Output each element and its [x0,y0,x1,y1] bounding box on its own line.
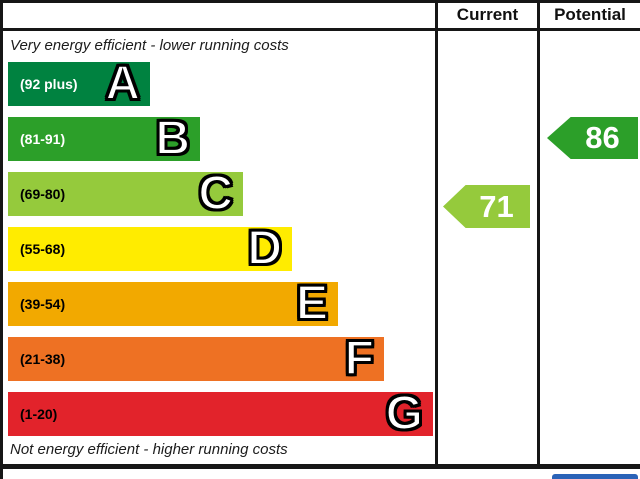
band-range-label: (69-80) [20,186,66,202]
band-letter: G [385,387,424,440]
band-row-c: (69-80) C [8,167,243,220]
table-border-bottom [0,464,640,469]
table-border-top [0,0,640,3]
potential-column-header: Potential [554,5,626,24]
potential-rating-arrow-icon: 86 [547,117,638,159]
current-rating-arrow-icon: 71 [443,185,530,228]
band-row-d: (55-68) D [8,222,292,275]
band-letter: A [104,57,141,110]
eu-directive-blue-box [552,474,638,479]
band-letter: D [246,222,283,275]
current-rating-value: 71 [479,188,514,224]
bottom-caption: Not energy efficient - higher running co… [10,441,288,458]
band-letter: B [154,112,191,165]
table-border-left [0,0,3,479]
band-letter: F [344,332,375,385]
band-range-label: (81-91) [20,131,66,147]
current-column-divider [435,0,438,464]
band-row-b: (81-91) B [8,112,200,165]
band-row-e: (39-54) E [8,277,338,330]
band-row-g: (1-20) G [8,387,433,440]
band-range-label: (55-68) [20,241,66,257]
band-letter: E [295,277,329,330]
band-range-label: (39-54) [20,296,66,312]
current-column-header: Current [456,5,519,24]
potential-column-divider [537,0,540,464]
band-range-label: (92 plus) [20,76,78,92]
band-range-label: (1-20) [20,406,58,422]
header-underline [0,28,640,31]
band-range-label: (21-38) [20,351,66,367]
potential-rating-value: 86 [585,120,620,155]
top-caption: Very energy efficient - lower running co… [10,37,289,54]
band-letter: C [197,167,234,220]
band-row-a: (92 plus) A [8,57,150,110]
band-row-f: (21-38) F [8,332,384,385]
